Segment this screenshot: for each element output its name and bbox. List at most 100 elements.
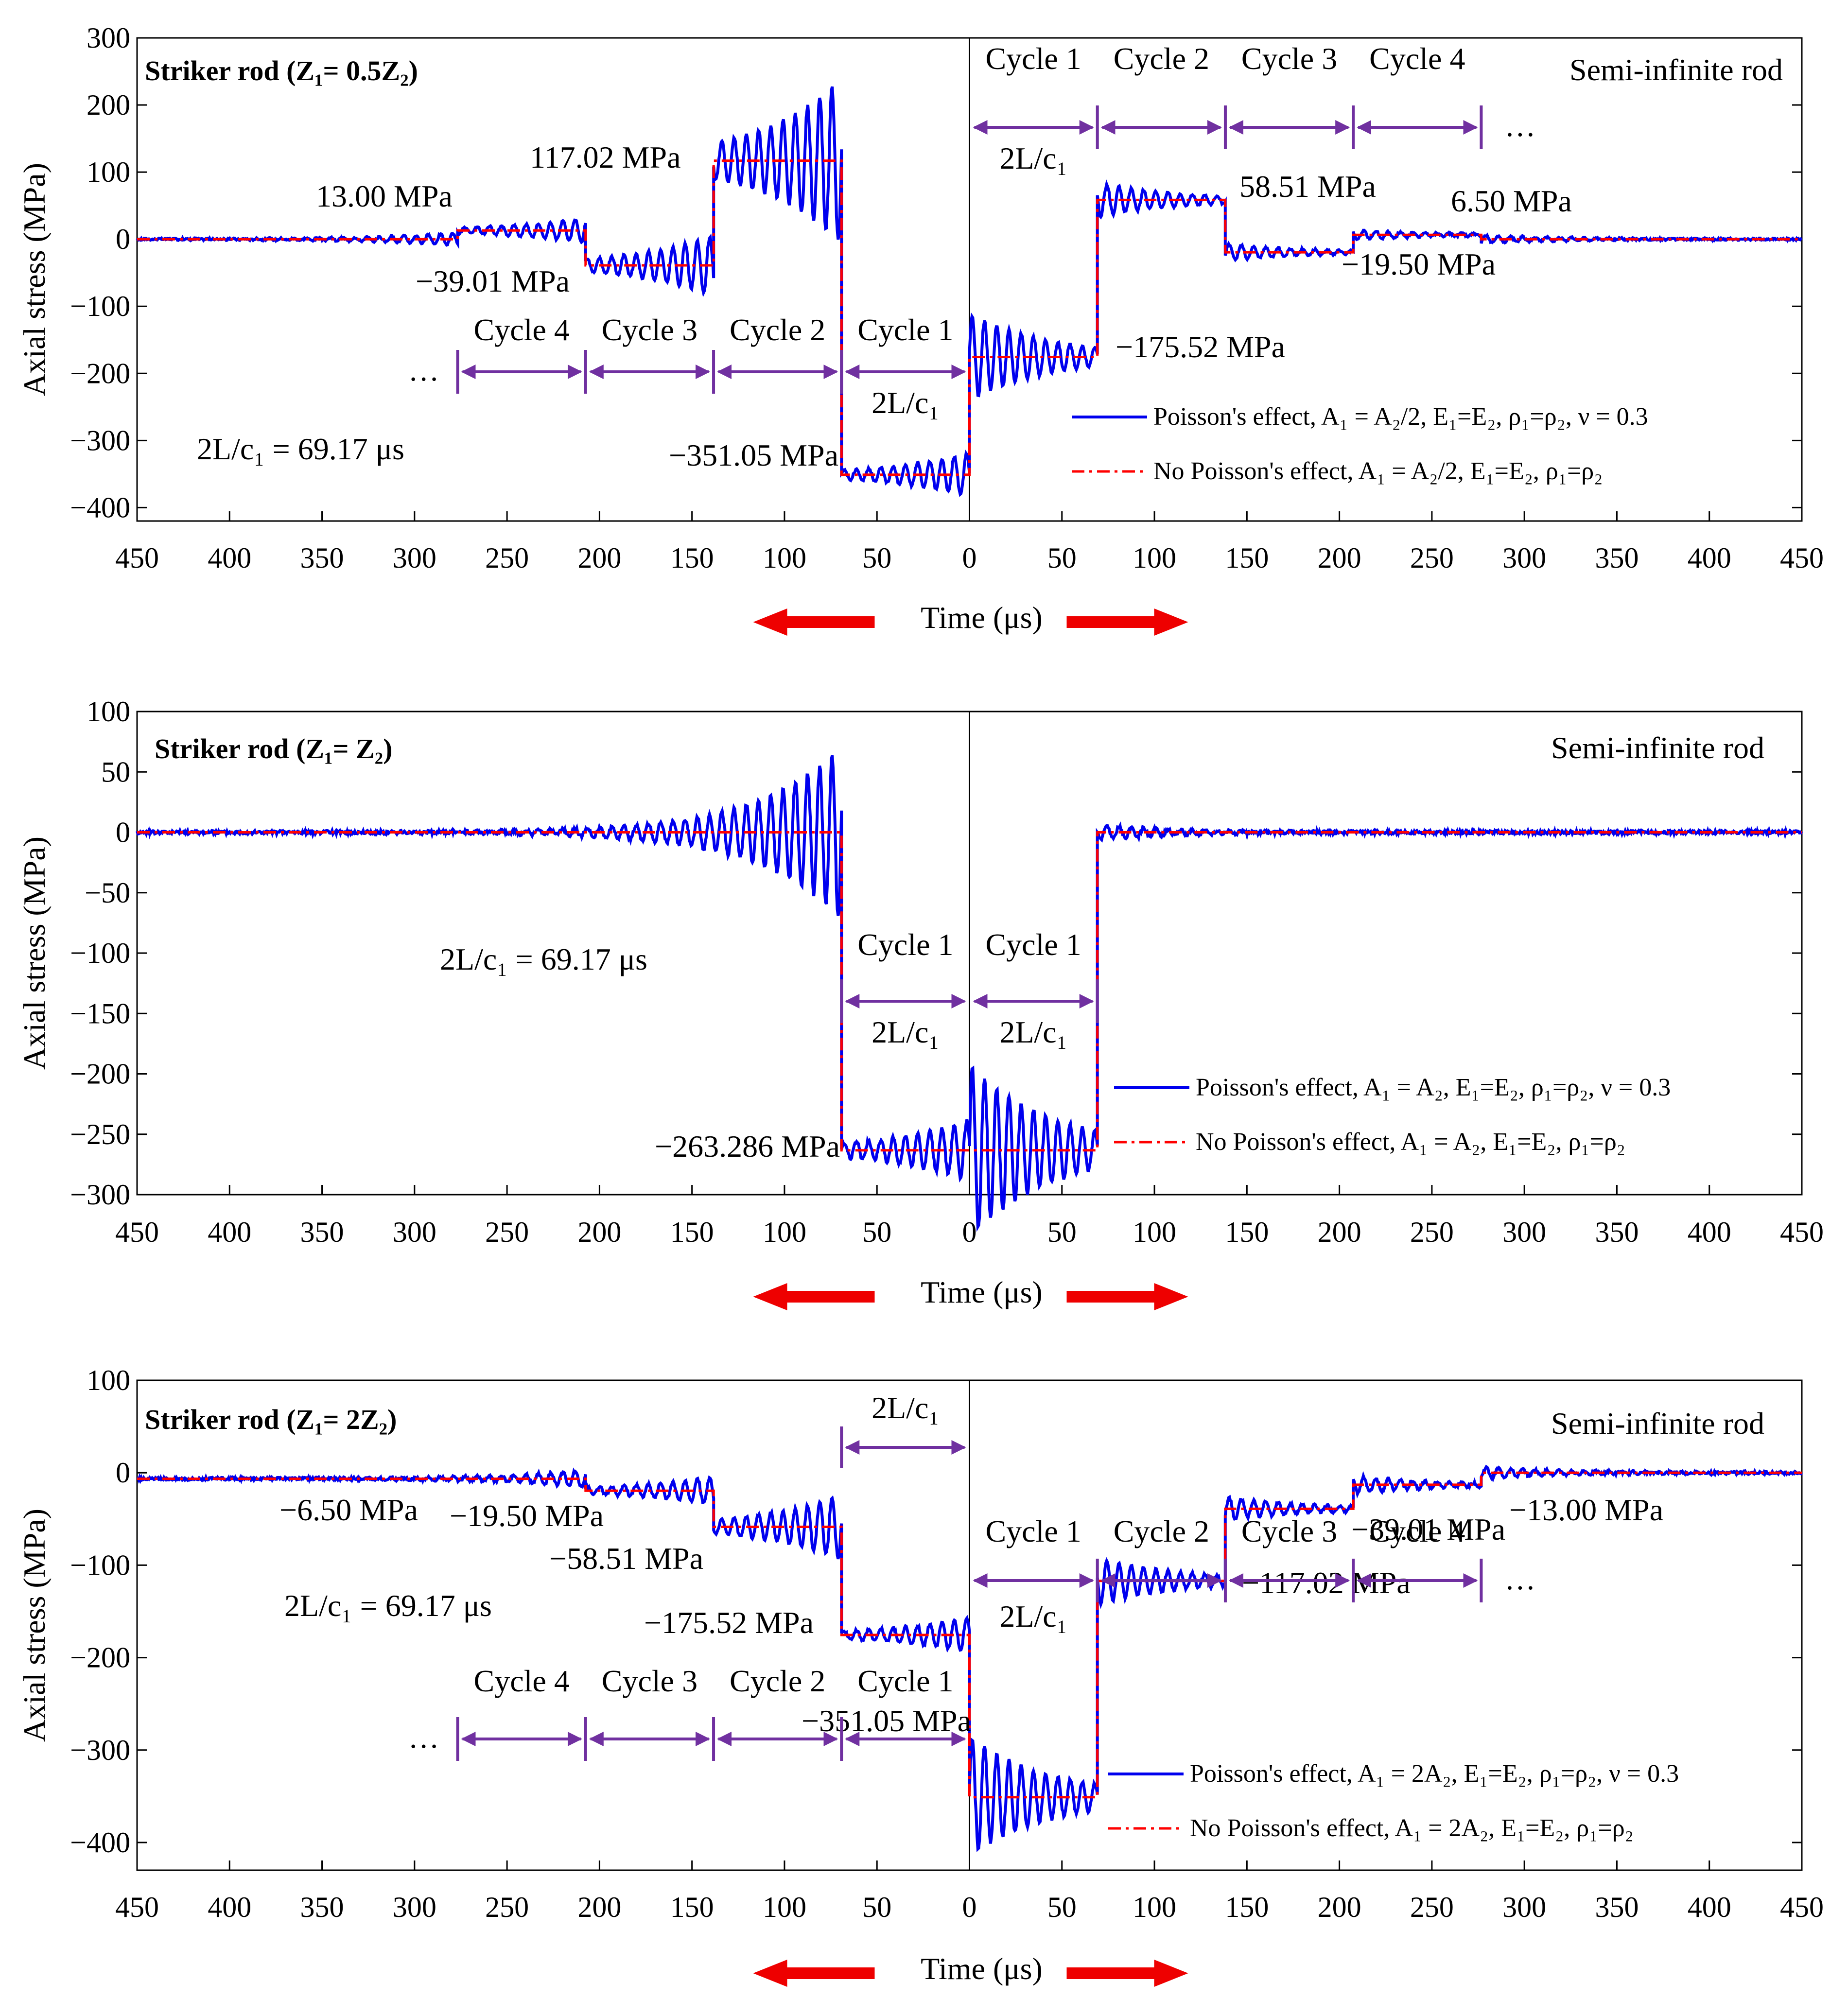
x-tick-label: 50 — [862, 1891, 891, 1923]
stress-annotation: −39.01 MPa — [1351, 1512, 1505, 1547]
stress-annotation: 58.51 MPa — [1239, 169, 1376, 204]
ellipsis-left: … — [408, 1720, 439, 1755]
x-tick-label: 400 — [1688, 1216, 1731, 1248]
cycle-label: Cycle 2 — [1114, 1514, 1209, 1548]
x-tick-label: 150 — [1225, 542, 1269, 574]
stress-annotation: −117.02 MPa — [1242, 1565, 1411, 1600]
stress-annotation: −351.05 MPa — [669, 438, 838, 472]
x-axis-label: Time (μs) — [921, 600, 1043, 635]
x-tick-label: 100 — [763, 1891, 806, 1923]
stress-annotation: −351.05 MPa — [802, 1703, 971, 1738]
x-tick-label: 150 — [670, 542, 714, 574]
x-tick-label: 350 — [1595, 542, 1639, 574]
cycle-label: Cycle 2 — [730, 1664, 825, 1698]
x-tick-label: 100 — [1133, 542, 1176, 574]
x-tick-label: 150 — [670, 1891, 714, 1923]
x-tick-label: 350 — [1595, 1891, 1639, 1923]
cycle-label: Cycle 3 — [602, 313, 697, 347]
period-label: 2L/c₁ = 69.17 μs — [197, 432, 404, 466]
x-axis-label: Time (μs) — [921, 1951, 1043, 1986]
y-tick-label: 0 — [116, 223, 130, 255]
x-tick-label: 200 — [1318, 1891, 1361, 1923]
period-short-label: 2L/c₁ — [872, 385, 940, 420]
semi-infinite-rod-title: Semi-infinite rod — [1551, 1406, 1764, 1441]
y-tick-label: −100 — [70, 937, 130, 969]
x-tick-label: 200 — [1318, 1216, 1361, 1248]
chart-panel-bottom: 100 0 −100 −200 −300 −400 450 400 350 300 250 200 15… — [17, 1364, 1824, 1987]
stress-annotation: −175.52 MPa — [1116, 330, 1285, 364]
ellipsis-right: … — [1504, 1562, 1535, 1596]
x-tick-label: 100 — [763, 1216, 806, 1248]
x-tick-label: 200 — [577, 542, 621, 574]
ellipsis-right: … — [1504, 108, 1535, 143]
x-tick-label: 150 — [1225, 1216, 1269, 1248]
x-tick-label: 250 — [1410, 542, 1454, 574]
y-tick-label: −50 — [85, 877, 130, 909]
stress-annotation: −19.50 MPa — [450, 1498, 604, 1533]
cycle-label: Cycle 1 — [985, 1514, 1081, 1548]
x-tick-label: 300 — [1502, 1891, 1546, 1923]
legend-label-poisson: Poisson's effect, A₁ = 2A₂, E₁=E₂, ρ₁=ρ₂… — [1190, 1760, 1679, 1788]
y-tick-label: 50 — [101, 756, 130, 788]
x-tick-label: 250 — [485, 1216, 529, 1248]
x-tick-label: 250 — [485, 542, 529, 574]
cycle-label: Cycle 4 — [474, 313, 570, 347]
y-tick-label: −100 — [70, 290, 130, 322]
stress-annotation: −175.52 MPa — [644, 1605, 814, 1640]
y-tick-label: 100 — [87, 695, 130, 728]
stress-annotation: −19.50 MPa — [1342, 247, 1496, 281]
cycle-label: Cycle 4 — [1369, 1514, 1465, 1548]
x-tick-label: 350 — [300, 1891, 344, 1923]
cycle-label: Cycle 3 — [1241, 1514, 1337, 1548]
left-direction-arrow — [753, 608, 875, 636]
x-tick-label: 50 — [1047, 1891, 1077, 1923]
y-axis-label: Axial stress (MPa) — [17, 163, 52, 396]
x-tick-label: 50 — [1047, 542, 1077, 574]
y-tick-label: −300 — [70, 424, 130, 456]
y-tick-label: 300 — [87, 22, 130, 54]
x-tick-label: 350 — [1595, 1216, 1639, 1248]
x-tick-label: 450 — [1780, 1216, 1824, 1248]
cycle-label: Cycle 1 — [985, 927, 1081, 962]
x-tick-label: 400 — [208, 1216, 251, 1248]
x-tick-label: 300 — [393, 1891, 436, 1923]
legend-label-poisson: Poisson's effect, A₁ = A₂, E₁=E₂, ρ₁=ρ₂,… — [1196, 1074, 1671, 1101]
x-tick-label: 0 — [962, 542, 977, 574]
legend-label-no-poisson: No Poisson's effect, A₁ = A₂, E₁=E₂, ρ₁=… — [1196, 1128, 1625, 1156]
y-tick-label: −200 — [70, 357, 130, 389]
x-tick-label: 50 — [1047, 1216, 1077, 1248]
x-tick-label: 200 — [577, 1891, 621, 1923]
period-short-label: 2L/c₁ — [872, 1015, 940, 1049]
cycle-label: Cycle 1 — [985, 41, 1081, 76]
series-no-poisson-line — [137, 1471, 1802, 1799]
x-tick-label: 150 — [670, 1216, 714, 1248]
cycle-label: Cycle 1 — [857, 1664, 953, 1698]
x-tick-label: 100 — [763, 542, 806, 574]
y-tick-label: −100 — [70, 1549, 130, 1581]
right-direction-arrow — [1066, 608, 1188, 636]
y-tick-label: 100 — [87, 1364, 130, 1396]
left-direction-arrow — [753, 1283, 875, 1310]
period-label: 2L/c₁ = 69.17 μs — [284, 1588, 492, 1623]
period-short-label: 2L/c₁ — [999, 141, 1067, 175]
striker-rod-title: Striker rod (Z₁= Z₂) — [155, 733, 392, 765]
y-tick-label: 0 — [116, 817, 130, 849]
striker-rod-title: Striker rod (Z₁= 2Z₂) — [145, 1404, 397, 1435]
x-tick-label: 450 — [115, 1891, 159, 1923]
stress-annotation: −263.286 MPa — [655, 1129, 840, 1164]
y-tick-label: −200 — [70, 1642, 130, 1674]
period-short-label: 2L/c₁ — [872, 1391, 940, 1425]
semi-infinite-rod-title: Semi-infinite rod — [1569, 52, 1783, 87]
x-tick-label: 100 — [1133, 1891, 1176, 1923]
cycle-label: Cycle 3 — [1241, 41, 1337, 76]
legend-label-no-poisson: No Poisson's effect, A₁ = 2A₂, E₁=E₂, ρ₁… — [1190, 1814, 1634, 1842]
x-tick-label: 350 — [300, 1216, 344, 1248]
x-tick-label: 400 — [1688, 542, 1731, 574]
right-direction-arrow — [1066, 1960, 1188, 1987]
stress-annotation: −6.50 MPa — [279, 1493, 418, 1527]
striker-rod-title: Striker rod (Z₁= 0.5Z₂) — [145, 55, 418, 87]
x-tick-label: 350 — [300, 542, 344, 574]
y-tick-label: −300 — [70, 1179, 130, 1211]
y-tick-label: −200 — [70, 1058, 130, 1090]
x-tick-label: 300 — [393, 1216, 436, 1248]
